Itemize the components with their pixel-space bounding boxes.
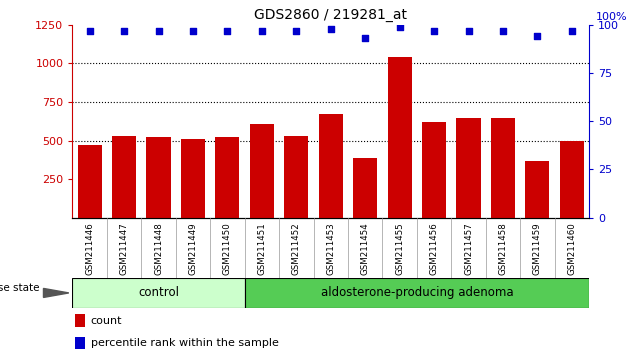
- Point: [188, 28, 198, 33]
- Point: [84, 28, 94, 33]
- Text: GSM211456: GSM211456: [430, 223, 438, 275]
- Text: GSM211459: GSM211459: [533, 223, 542, 275]
- Point: [326, 26, 336, 32]
- Point: [222, 28, 232, 33]
- Text: disease state: disease state: [0, 284, 40, 293]
- Point: [394, 24, 404, 29]
- Point: [360, 35, 370, 41]
- Text: GSM211458: GSM211458: [498, 223, 507, 275]
- Text: aldosterone-producing adenoma: aldosterone-producing adenoma: [321, 286, 513, 299]
- Bar: [147, 137, 171, 218]
- Text: GSM211449: GSM211449: [188, 223, 197, 275]
- Bar: [215, 137, 239, 218]
- Text: GSM211448: GSM211448: [154, 223, 163, 275]
- Title: GDS2860 / 219281_at: GDS2860 / 219281_at: [255, 8, 407, 22]
- Text: GSM211451: GSM211451: [258, 223, 266, 275]
- Point: [257, 28, 267, 33]
- Text: GSM211453: GSM211453: [326, 223, 335, 275]
- Bar: [181, 139, 205, 218]
- Bar: [353, 158, 377, 218]
- FancyBboxPatch shape: [244, 278, 589, 308]
- Text: GSM211452: GSM211452: [292, 223, 301, 275]
- Bar: [457, 118, 481, 218]
- Bar: [112, 136, 136, 218]
- Point: [464, 28, 474, 33]
- Bar: [75, 314, 86, 327]
- Text: GSM211446: GSM211446: [85, 223, 94, 275]
- Text: GSM211457: GSM211457: [464, 223, 473, 275]
- Text: GSM211460: GSM211460: [568, 223, 576, 275]
- Bar: [422, 122, 446, 218]
- Bar: [387, 57, 411, 218]
- Bar: [319, 114, 343, 218]
- Bar: [560, 141, 584, 218]
- Bar: [284, 136, 308, 218]
- Text: 100%: 100%: [596, 12, 627, 22]
- Point: [532, 34, 542, 39]
- Text: GSM211450: GSM211450: [223, 223, 232, 275]
- Point: [429, 28, 439, 33]
- Text: GSM211454: GSM211454: [361, 223, 370, 275]
- Text: count: count: [91, 316, 122, 326]
- Polygon shape: [43, 289, 69, 297]
- Point: [498, 28, 508, 33]
- FancyBboxPatch shape: [72, 278, 244, 308]
- Text: GSM211447: GSM211447: [120, 223, 129, 275]
- Bar: [491, 118, 515, 218]
- Bar: [250, 124, 274, 218]
- Point: [291, 28, 301, 33]
- Point: [154, 28, 164, 33]
- Bar: [75, 337, 86, 349]
- Point: [567, 28, 577, 33]
- Bar: [77, 145, 101, 218]
- Text: GSM211455: GSM211455: [395, 223, 404, 275]
- Bar: [525, 161, 549, 218]
- Text: percentile rank within the sample: percentile rank within the sample: [91, 338, 278, 348]
- Point: [119, 28, 129, 33]
- Text: control: control: [138, 286, 179, 299]
